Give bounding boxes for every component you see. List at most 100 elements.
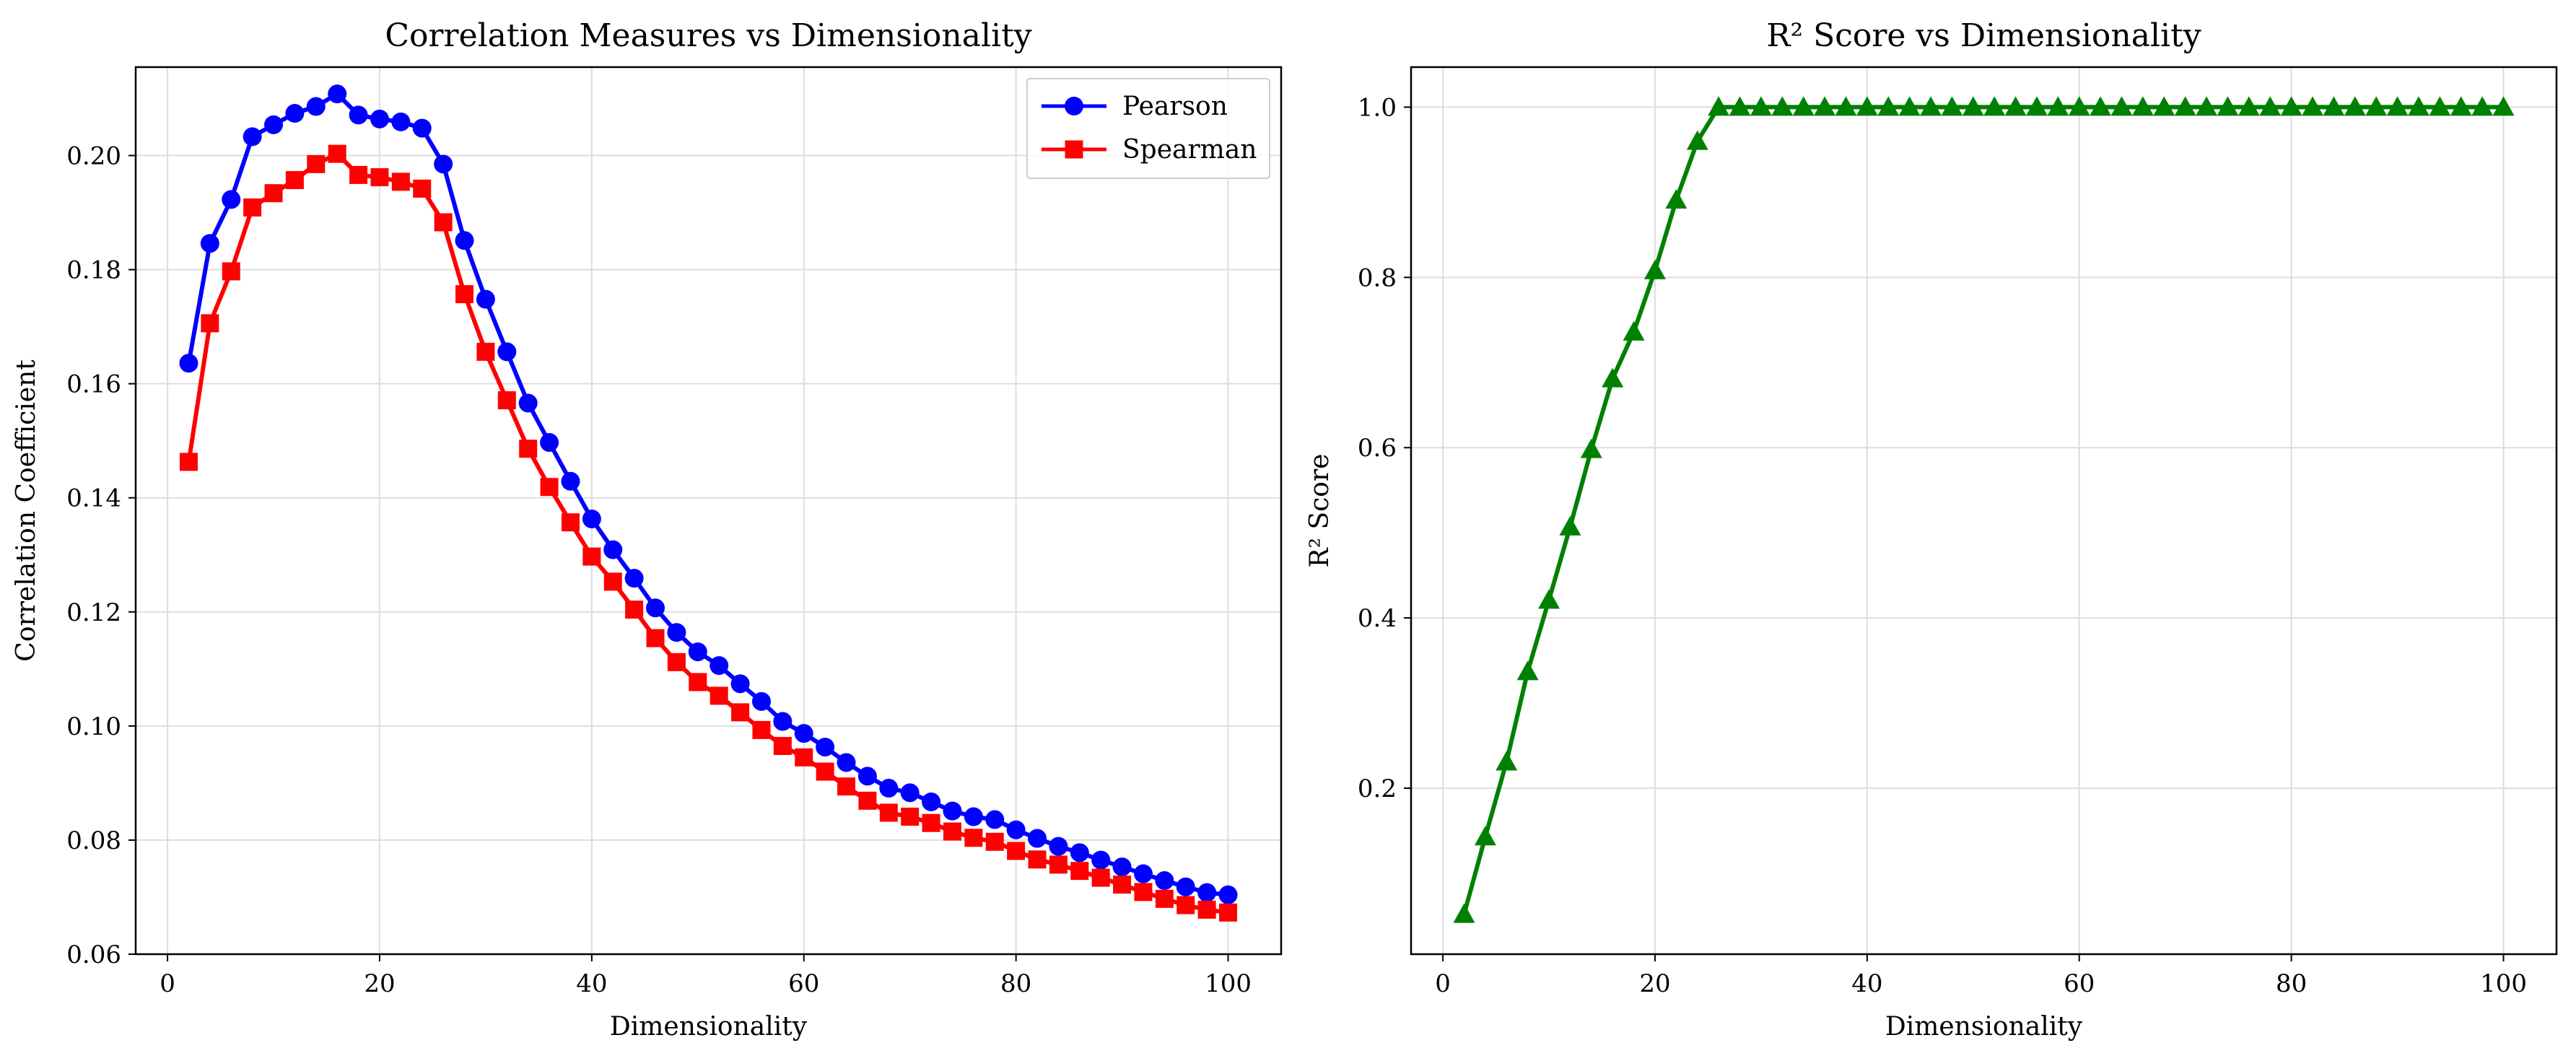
data-point	[497, 391, 516, 410]
data-point	[1176, 877, 1195, 896]
data-point	[1070, 862, 1089, 881]
y-tick-label: 0.16	[66, 370, 121, 399]
data-point	[731, 703, 750, 722]
data-point	[2090, 96, 2112, 116]
data-point	[201, 314, 219, 333]
data-point	[710, 656, 729, 676]
data-point	[222, 262, 240, 281]
y-tick-label: 0.14	[66, 484, 121, 513]
data-point	[1729, 96, 1751, 116]
y-tick-label: 0.2	[1358, 774, 1397, 803]
data-point	[349, 105, 368, 125]
data-point	[179, 453, 198, 471]
data-point	[879, 803, 898, 822]
data-point	[922, 813, 940, 832]
data-point	[2131, 96, 2154, 116]
data-point	[412, 118, 432, 138]
data-point	[773, 712, 793, 731]
data-point	[2471, 96, 2494, 116]
data-point	[943, 801, 962, 821]
data-point	[1792, 96, 1815, 116]
data-point	[1516, 660, 1539, 681]
data-point	[582, 547, 601, 566]
data-point	[624, 569, 644, 588]
data-point	[730, 674, 750, 694]
x-axis-label: Dimensionality	[610, 1012, 808, 1042]
data-point	[1835, 96, 1857, 116]
data-point	[688, 642, 707, 662]
y-tick-label: 0.8	[1358, 263, 1397, 292]
legend-box	[1026, 78, 1270, 179]
series-pearson	[179, 84, 1238, 904]
data-point	[964, 807, 983, 826]
data-point	[179, 354, 198, 373]
data-point	[285, 104, 305, 123]
data-point	[773, 737, 792, 756]
data-point	[1665, 188, 1688, 209]
data-point	[2450, 96, 2472, 116]
chart-title: Correlation Measures vs Dimensionality	[385, 17, 1031, 54]
data-point	[2217, 96, 2239, 116]
y-tick-label: 0.18	[66, 256, 121, 285]
data-point	[964, 829, 983, 847]
y-tick-label: 0.20	[66, 142, 121, 171]
legend-entry-spearman: Spearman	[1042, 135, 1257, 165]
x-tick-label: 80	[1000, 969, 1031, 998]
data-point	[1133, 864, 1153, 883]
data-point	[1112, 857, 1132, 877]
data-point	[518, 393, 538, 413]
data-point	[370, 168, 389, 187]
data-point	[519, 440, 538, 458]
data-point	[434, 213, 453, 232]
x-axis-label: Dimensionality	[1885, 1012, 2083, 1042]
data-point	[710, 686, 728, 705]
data-point	[2492, 96, 2515, 116]
data-point	[603, 572, 622, 591]
data-point	[476, 342, 495, 361]
data-point	[413, 179, 432, 198]
data-point	[2259, 96, 2282, 116]
data-point	[1219, 903, 1238, 922]
data-point	[2344, 96, 2366, 116]
data-point	[540, 433, 559, 453]
data-point	[1962, 96, 1984, 116]
data-point	[1474, 826, 1496, 846]
series-spearman	[179, 144, 1238, 922]
data-point	[2047, 96, 2069, 116]
axes-frame	[134, 66, 1283, 956]
data-point	[391, 173, 410, 191]
data-point	[1091, 868, 1110, 887]
data-point	[1877, 96, 1900, 116]
data-point	[794, 724, 813, 743]
series-r2	[1453, 96, 2515, 923]
data-point	[476, 289, 495, 309]
data-point	[1049, 837, 1068, 856]
data-point	[857, 767, 877, 786]
x-tick-label: 60	[788, 969, 819, 998]
x-tick-label: 60	[2064, 969, 2095, 998]
data-point	[391, 112, 411, 131]
data-point	[1091, 850, 1111, 870]
data-point	[2174, 96, 2196, 116]
x-tick-label: 20	[364, 969, 395, 998]
data-point	[307, 154, 326, 173]
data-point	[2110, 96, 2133, 116]
x-tick-label: 0	[1435, 969, 1451, 998]
data-point	[1623, 320, 1645, 341]
data-point	[816, 762, 834, 781]
x-tick-label: 80	[2276, 969, 2307, 998]
chart-panel-correlation: 0 20 40 60 80 100 0.06 0.08 0.10 0.12 0.14 0.16 0.18…	[12, 17, 1283, 1042]
data-point	[816, 738, 835, 757]
data-point	[1028, 850, 1047, 869]
data-point	[306, 97, 326, 116]
data-point	[455, 231, 474, 250]
data-point	[1898, 96, 1921, 116]
data-point	[370, 109, 389, 128]
data-point	[243, 198, 262, 217]
legend-label: Pearson	[1122, 92, 1228, 121]
data-point	[328, 84, 347, 104]
x-tick-label: 40	[576, 969, 607, 998]
data-point	[900, 783, 920, 803]
data-point	[1602, 367, 1624, 388]
